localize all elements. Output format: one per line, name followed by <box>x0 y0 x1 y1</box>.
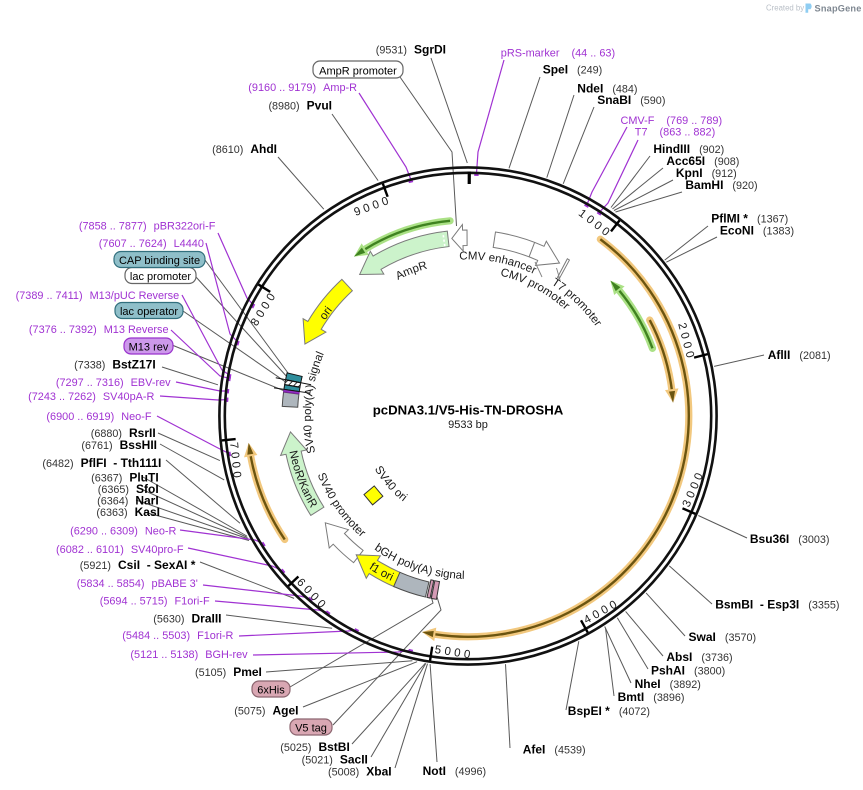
svg-text:T7(863 .. 882): T7(863 .. 882) <box>635 127 715 139</box>
svg-text:BamHI(920): BamHI(920) <box>685 178 757 192</box>
svg-text:lac promoter: lac promoter <box>130 271 191 283</box>
svg-text:pcDNA3.1/V5-His-TN-DROSHA: pcDNA3.1/V5-His-TN-DROSHA <box>373 403 564 418</box>
svg-text:CMV-F(769 .. 789): CMV-F(769 .. 789) <box>621 115 723 127</box>
svg-text:(5121 .. 5138)BGH-rev: (5121 .. 5138)BGH-rev <box>130 649 248 661</box>
svg-text:(6900 .. 6919)Neo-F: (6900 .. 6919)Neo-F <box>46 411 151 423</box>
svg-text:(7338)BstZ17I: (7338)BstZ17I <box>74 358 156 372</box>
svg-text:AflII(2081): AflII(2081) <box>768 348 831 362</box>
svg-text:(6482)PflFI - Tth111I: (6482)PflFI - Tth111I <box>42 456 161 470</box>
svg-text:(5694 .. 5715)F1ori-F: (5694 .. 5715)F1ori-F <box>100 596 210 608</box>
svg-text:Created by: Created by <box>766 4 804 13</box>
svg-text:(6761)BssHII: (6761)BssHII <box>81 438 157 452</box>
svg-text:AfeI(4539): AfeI(4539) <box>523 743 586 757</box>
svg-text:(7297 .. 7316)EBV-rev: (7297 .. 7316)EBV-rev <box>56 377 171 389</box>
svg-text:AmpR promoter: AmpR promoter <box>319 66 397 78</box>
svg-text:(7389 .. 7411)M13/pUC Reverse: (7389 .. 7411)M13/pUC Reverse <box>16 290 180 302</box>
svg-text:SnapGene: SnapGene <box>815 4 862 14</box>
svg-text:(6082 .. 6101)SV40pro-F: (6082 .. 6101)SV40pro-F <box>56 544 184 556</box>
svg-text:(7243 .. 7262)SV40pA-R: (7243 .. 7262)SV40pA-R <box>28 391 154 403</box>
svg-text:9533 bp: 9533 bp <box>448 419 488 431</box>
svg-text:BspEI *(4072): BspEI *(4072) <box>568 704 650 718</box>
svg-text:(5834 .. 5854)pBABE 3': (5834 .. 5854)pBABE 3' <box>77 578 198 590</box>
svg-text:pRS-marker(44 .. 63): pRS-marker(44 .. 63) <box>501 48 615 60</box>
svg-text:(9160 .. 9179)Amp-R: (9160 .. 9179)Amp-R <box>248 82 357 94</box>
svg-text:NotI(4996): NotI(4996) <box>423 764 487 778</box>
svg-text:lac operator: lac operator <box>120 306 178 318</box>
svg-text:BsmBI - Esp3I(3355): BsmBI - Esp3I(3355) <box>715 598 839 612</box>
svg-text:CAP binding site: CAP binding site <box>119 255 200 267</box>
svg-text:(6290 .. 6309)Neo-R: (6290 .. 6309)Neo-R <box>70 525 176 537</box>
svg-text:V5 tag: V5 tag <box>295 723 327 735</box>
svg-text:(5921)CsiI - SexAI *: (5921)CsiI - SexAI * <box>80 558 196 572</box>
svg-text:(7607 .. 7624)L4440: (7607 .. 7624)L4440 <box>99 238 204 250</box>
svg-text:6xHis: 6xHis <box>257 685 285 697</box>
svg-text:M13 rev: M13 rev <box>129 342 169 354</box>
svg-text:(5484 .. 5503)F1ori-R: (5484 .. 5503)F1ori-R <box>122 630 233 642</box>
